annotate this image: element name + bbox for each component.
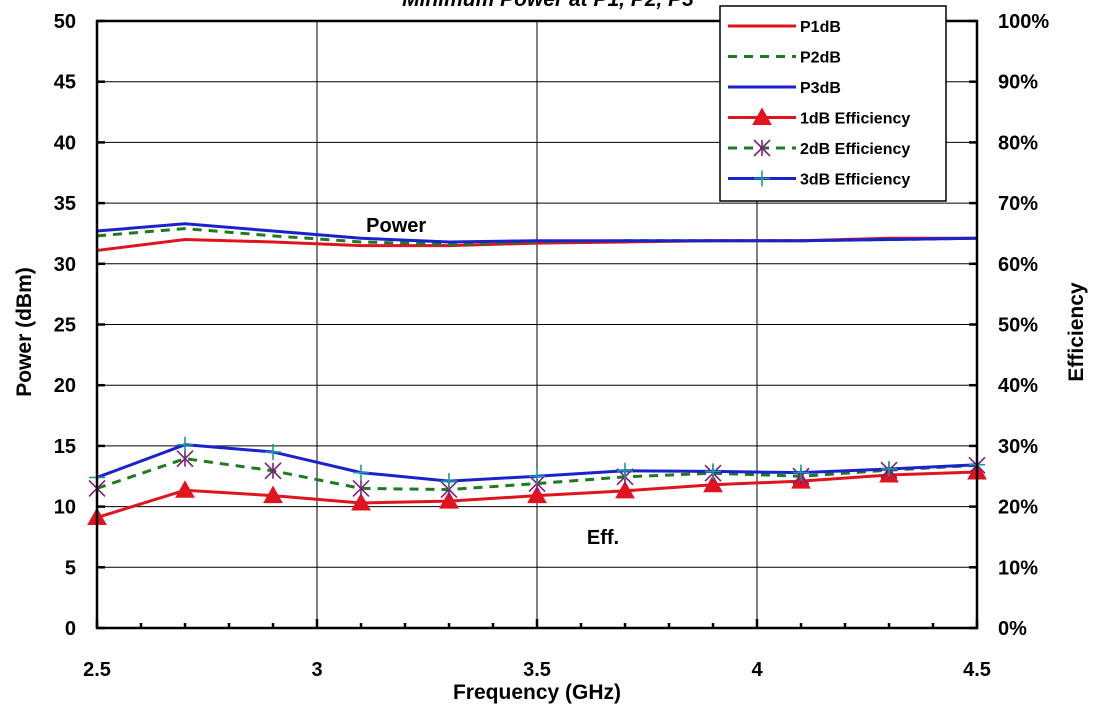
legend-label: 1dB Efficiency: [800, 111, 910, 128]
legend-marker: [753, 139, 771, 157]
y-tick-label: 25: [54, 315, 76, 337]
legend: P1dB P2dB P3dB 1dB Efficiency 2dB Efficiency…: [719, 5, 947, 202]
data-point: [793, 464, 809, 481]
y2-tick-label: 10%: [998, 557, 1038, 579]
legend-marker: [754, 170, 770, 187]
data-point: [703, 474, 723, 493]
legend-item: P1dB: [728, 19, 841, 36]
legend-box: [719, 5, 947, 202]
y2-tick-label: 70%: [998, 193, 1038, 215]
data-point: [527, 485, 547, 504]
data-point: [617, 462, 633, 479]
x-tick-label: 4: [751, 659, 763, 681]
y-tick-label: 40: [54, 132, 76, 154]
data-point: [352, 479, 370, 497]
data-point: [353, 464, 369, 481]
legend-item: 2dB Efficiency: [728, 139, 910, 158]
y2-tick-label: 60%: [998, 254, 1038, 276]
data-point: [263, 485, 283, 504]
series-p3db: [96, 222, 978, 244]
data-point: [529, 468, 545, 485]
y2-tick-label: 50%: [998, 315, 1038, 337]
y2-tick-label: 20%: [998, 497, 1038, 519]
data-point: [705, 463, 721, 480]
y-axis-title: Power (dBm): [13, 267, 36, 397]
y2-axis-title: Efficiency: [1065, 282, 1088, 382]
data-point: [265, 443, 281, 460]
legend-item: 3dB Efficiency: [728, 170, 910, 189]
y-tick-label: 15: [54, 436, 76, 458]
y-tick-label: 5: [65, 557, 76, 579]
series-line: [96, 457, 978, 492]
chart-title: Minimum Power at P1, P2, P3: [402, 0, 694, 11]
data-point: [441, 473, 457, 490]
x-tick-label: 3: [311, 659, 322, 681]
annotation-label: Power: [366, 215, 426, 237]
y-tick-label: 45: [54, 72, 76, 94]
data-point: [177, 436, 193, 453]
data-point: [881, 460, 897, 477]
legend-item: 1dB Efficiency: [728, 107, 910, 128]
data-point: [264, 462, 282, 480]
legend-item: P3dB: [728, 80, 841, 97]
data-point: [175, 480, 195, 498]
y2-tick-label: 40%: [998, 375, 1038, 397]
y-tick-label: 30: [54, 254, 76, 276]
x-axis-title: Frequency (GHz): [453, 681, 621, 704]
y-tick-label: 10: [54, 497, 76, 519]
y-tick-label: 0: [65, 618, 76, 640]
legend-marker: [752, 107, 772, 125]
legend-label: P1dB: [800, 19, 841, 36]
y-tick-label: 20: [54, 375, 76, 397]
annotation-label: Eff.: [587, 527, 619, 549]
data-point: [176, 450, 194, 468]
x-tick-label: 2.5: [83, 659, 111, 681]
y2-tick-label: 90%: [998, 72, 1038, 94]
x-tick-label: 3.5: [523, 659, 551, 681]
y-tick-label: 35: [54, 193, 76, 215]
x-tick-label: 4.5: [963, 659, 991, 681]
legend-label: P3dB: [800, 80, 841, 97]
series-line: [96, 222, 978, 244]
y2-tick-label: 30%: [998, 436, 1038, 458]
data-point: [615, 480, 635, 499]
legend-item: P2dB: [728, 50, 841, 67]
y2-tick-label: 0%: [998, 618, 1027, 640]
data-point: [351, 492, 371, 511]
data-point: [439, 491, 459, 509]
legend-label: 3dB Efficiency: [800, 172, 910, 189]
y2-tick-label: 100%: [998, 11, 1049, 33]
legend-label: P2dB: [800, 50, 841, 67]
y-tick-label: 50: [54, 11, 76, 33]
legend-label: 2dB Efficiency: [800, 141, 910, 158]
y2-tick-label: 80%: [998, 132, 1038, 154]
